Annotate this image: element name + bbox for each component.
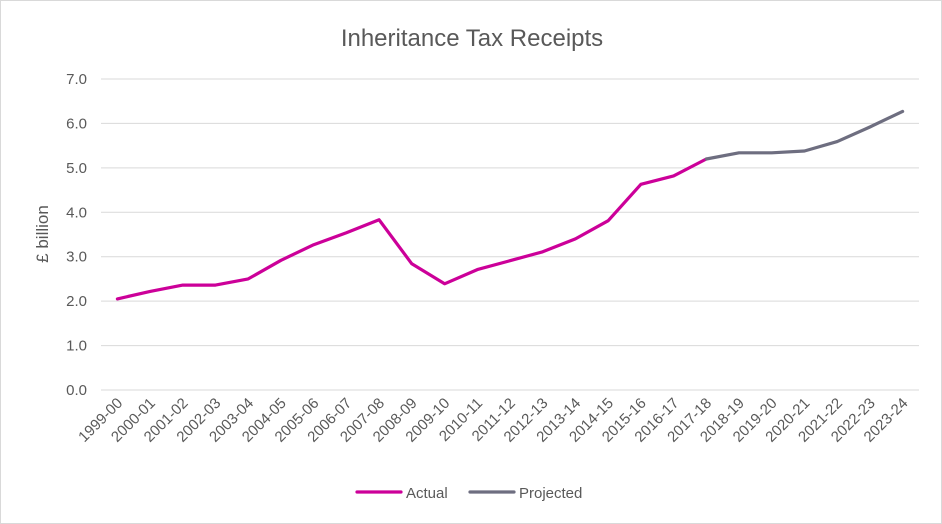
y-tick-label: 4.0: [66, 204, 87, 221]
chart-title: Inheritance Tax Receipts: [341, 25, 603, 52]
y-tick-label: 3.0: [66, 249, 87, 266]
series-line-projected: [704, 109, 905, 161]
legend-label-actual: Actual: [406, 485, 448, 502]
x-axis-ticks: 1999-002000-012001-022002-032003-042004-…: [75, 395, 911, 446]
series-line-actual: [115, 157, 708, 301]
gridlines: [101, 78, 919, 391]
legend-label-projected: Projected: [519, 485, 582, 502]
y-tick-label: 5.0: [66, 160, 87, 177]
y-axis-title: £ billion: [33, 205, 52, 263]
y-tick-label: 7.0: [66, 71, 87, 88]
y-axis-ticks: 0.0 1.0 2.0 3.0 4.0 5.0 6.0 7.0: [66, 71, 87, 399]
series-lines: [115, 109, 905, 301]
y-tick-label: 0.0: [66, 382, 87, 399]
y-tick-label: 6.0: [66, 115, 87, 132]
y-tick-label: 2.0: [66, 293, 87, 310]
y-tick-label: 1.0: [66, 338, 87, 355]
legend: Actual Projected: [355, 485, 582, 502]
